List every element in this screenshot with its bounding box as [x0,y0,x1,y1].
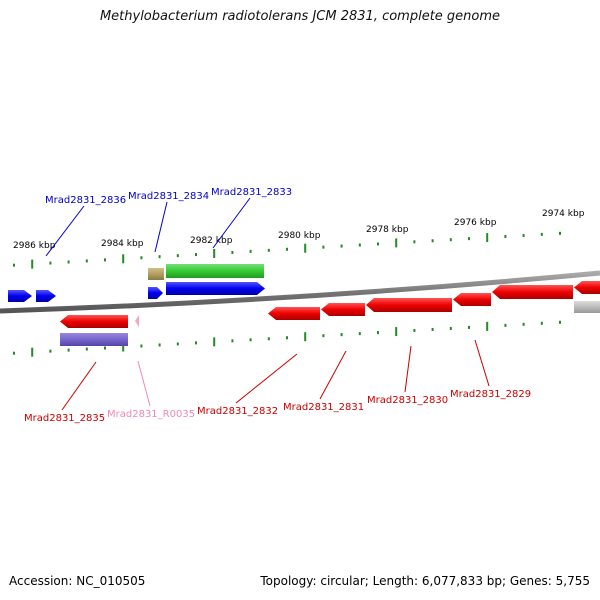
scale-ticks-reverse [13,320,561,357]
gene-feature[interactable] [492,285,573,299]
gene-feature[interactable] [268,307,320,320]
scale-label: 2980 kbp [278,231,321,241]
gene-label[interactable]: Mrad2831_2830 [367,395,448,406]
gene-feature[interactable] [321,303,365,316]
leader-line [154,201,168,253]
gene-feature[interactable] [148,287,163,299]
scale-label: 2978 kbp [366,225,409,235]
gene-label[interactable]: Mrad2831_2831 [283,402,364,413]
gene-feature[interactable] [60,315,128,328]
gene-feature[interactable] [574,301,600,313]
scale-label: 2982 kbp [190,236,233,246]
gene-feature[interactable] [166,282,265,295]
leader-line [212,197,251,249]
gene-feature[interactable] [8,290,32,302]
leader-line [61,361,97,411]
gene-feature[interactable] [60,333,128,346]
scale-label: 2974 kbp [542,209,585,219]
gene-label[interactable]: Mrad2831_2832 [197,406,278,417]
scale-label: 2986 kbp [13,241,56,251]
scale-label: 2984 kbp [101,239,144,249]
accession: Accession: NC_010505 [9,574,146,588]
leader-line [137,360,151,407]
gene-feature[interactable] [453,293,491,306]
leader-line [45,205,85,257]
gene-feature[interactable] [366,298,452,312]
gene-feature[interactable] [148,268,164,280]
leader-line [474,339,490,387]
gene-labels: Mrad2831_2836 Mrad2831_2834 Mrad2831_2833 M… [24,187,531,424]
genome-backbone [0,270,600,314]
gene-label[interactable]: Mrad2831_2836 [45,195,126,206]
leader-line [235,353,298,404]
scale-labels: 2986 kbp 2984 kbp 2982 kbp 2980 kbp 2978 kbp… [13,209,585,251]
rna-feature[interactable] [135,315,139,327]
scale-label: 2976 kbp [454,218,497,228]
gene-features [8,264,600,346]
genome-summary: Topology: circular; Length: 6,077,833 bp… [260,574,590,588]
gene-label[interactable]: Mrad2831_2833 [211,187,292,198]
gene-feature[interactable] [574,281,600,294]
gene-label[interactable]: Mrad2831_R0035 [107,409,195,420]
gene-label[interactable]: Mrad2831_2829 [450,389,531,400]
gene-label[interactable]: Mrad2831_2834 [128,191,209,202]
leader-line [404,345,412,393]
gene-feature[interactable] [36,290,56,302]
gene-feature[interactable] [166,264,264,278]
gene-label[interactable]: Mrad2831_2835 [24,413,105,424]
label-leader-lines [45,197,490,411]
leader-line [319,350,347,400]
genome-title: Methylobacterium radiotolerans JCM 2831,… [99,9,501,24]
scale-ticks-forward [13,231,561,269]
